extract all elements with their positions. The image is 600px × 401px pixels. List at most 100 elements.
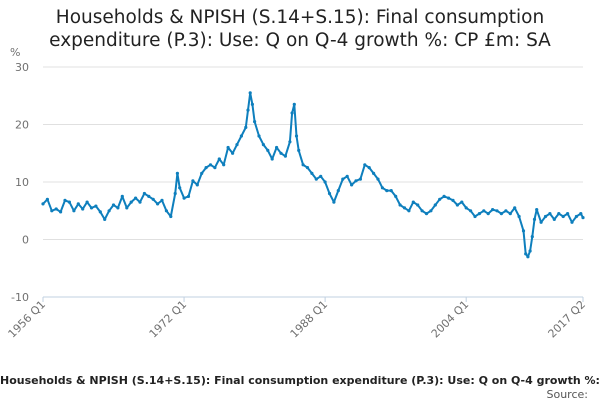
data-point <box>76 202 80 206</box>
legend-series-label: Households & NPISH (S.14+S.15): Final co… <box>0 374 600 387</box>
data-point <box>477 212 481 216</box>
data-point <box>142 191 146 196</box>
data-point <box>248 91 252 95</box>
data-point <box>283 154 287 158</box>
data-point <box>491 208 495 212</box>
data-point <box>557 212 561 216</box>
data-point <box>235 143 239 147</box>
data-point <box>341 177 345 181</box>
data-point <box>246 108 250 112</box>
data-point <box>363 163 367 167</box>
x-tick-label: 1972 Q1 <box>147 298 190 341</box>
x-tick-label: 2004 Q1 <box>429 298 472 341</box>
data-point <box>107 209 111 213</box>
data-point <box>151 197 155 201</box>
chart-title: Households & NPISH (S.14+S.15): Final co… <box>0 6 600 52</box>
data-point <box>98 210 102 214</box>
data-point <box>301 163 305 167</box>
data-point <box>566 212 570 216</box>
data-point <box>217 157 221 161</box>
data-point <box>332 200 336 204</box>
data-point <box>345 174 349 178</box>
data-point <box>358 177 362 181</box>
x-tick-label: 1956 Q1 <box>6 298 49 341</box>
data-point <box>354 179 358 183</box>
data-point <box>524 252 528 256</box>
data-point <box>138 200 142 204</box>
data-point <box>350 183 354 187</box>
data-point <box>94 204 98 208</box>
data-point <box>429 209 433 213</box>
data-point <box>103 217 107 221</box>
series-layer <box>41 91 585 259</box>
data-point <box>85 200 89 204</box>
data-point <box>125 206 129 210</box>
data-point <box>89 206 94 210</box>
data-point <box>239 134 243 138</box>
x-axis: 1956 Q1 1972 Q1 1988 Q1 2004 Q1 2017 Q2 <box>6 296 589 341</box>
data-point <box>116 206 120 210</box>
chart-title-line-2: expenditure (P.3): Use: Q on Q-4 growth … <box>49 30 551 51</box>
data-point <box>451 198 455 202</box>
data-point <box>204 166 208 170</box>
data-point <box>50 209 54 213</box>
data-point <box>134 196 138 200</box>
data-point <box>178 186 182 190</box>
y-tick-label: -10 <box>11 291 29 304</box>
data-point <box>581 216 585 220</box>
data-point <box>279 151 283 155</box>
data-point <box>59 210 63 214</box>
data-point <box>310 171 314 175</box>
data-point <box>460 200 464 204</box>
data-point <box>275 145 279 150</box>
data-point <box>372 171 376 175</box>
data-point <box>433 203 437 207</box>
gridlines <box>43 66 583 298</box>
data-point <box>389 189 393 193</box>
data-point <box>504 209 508 213</box>
data-point <box>195 183 199 187</box>
data-point <box>486 212 490 216</box>
data-point <box>548 212 552 216</box>
data-point <box>455 203 459 207</box>
data-point <box>319 174 323 178</box>
data-point <box>495 209 499 213</box>
data-point <box>424 212 429 216</box>
data-point <box>376 177 380 181</box>
data-point <box>535 208 539 212</box>
y-axis: 30 20 10 0 -10 <box>11 61 29 304</box>
x-tick-label: 2017 Q2 <box>546 298 589 341</box>
data-point <box>156 202 160 206</box>
data-point <box>164 209 168 213</box>
data-point <box>482 209 486 213</box>
data-point <box>182 196 186 200</box>
y-tick-label: 10 <box>15 176 29 189</box>
data-point <box>294 134 299 138</box>
chart-title-line-1: Households & NPISH (S.14+S.15): Final co… <box>55 7 545 28</box>
data-point <box>72 209 76 213</box>
data-point <box>261 143 265 147</box>
y-tick-label: 30 <box>15 61 29 74</box>
data-point <box>543 214 548 219</box>
data-point <box>175 171 179 175</box>
data-point <box>407 209 411 213</box>
data-point <box>63 198 67 202</box>
data-point <box>416 203 420 207</box>
data-point <box>253 120 257 124</box>
data-point <box>402 206 407 210</box>
data-point <box>45 197 50 201</box>
data-point <box>539 220 543 224</box>
data-point <box>526 255 530 259</box>
data-point <box>394 194 398 198</box>
data-point <box>244 125 248 129</box>
data-point <box>208 163 213 167</box>
data-point <box>54 207 58 211</box>
data-point <box>288 140 292 144</box>
data-point <box>292 102 296 106</box>
data-point <box>41 202 45 206</box>
data-point <box>191 179 195 183</box>
data-point <box>499 212 503 216</box>
data-point <box>173 191 177 196</box>
data-point <box>579 212 583 216</box>
